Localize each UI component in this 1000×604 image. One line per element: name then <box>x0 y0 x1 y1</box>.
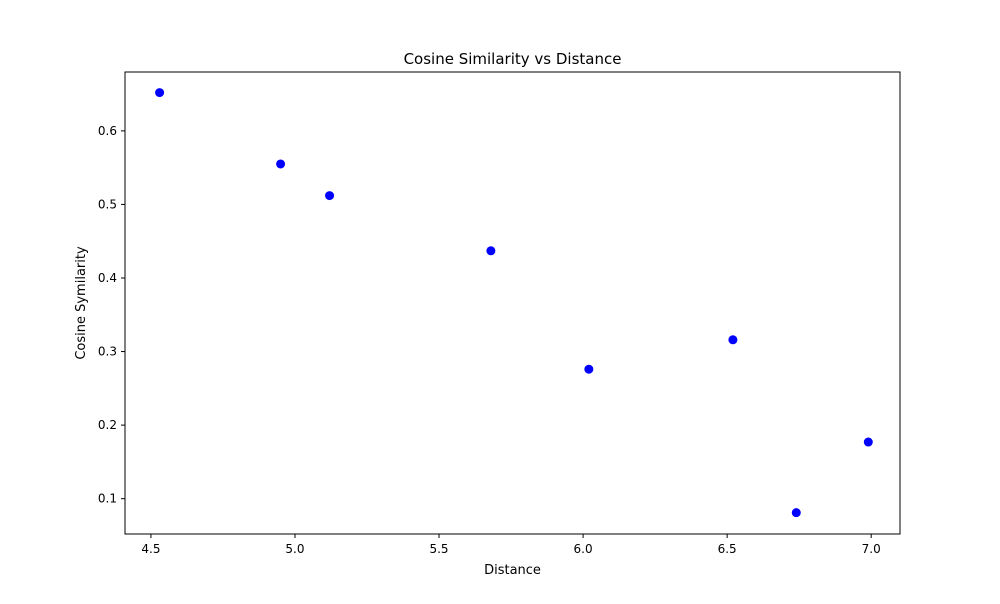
data-point <box>584 364 594 374</box>
data-point <box>486 246 496 256</box>
x-tick-label: 6.5 <box>718 542 737 556</box>
data-point <box>325 191 335 201</box>
x-tick-label: 7.0 <box>862 542 881 556</box>
y-axis-label: Cosine Symilarity <box>74 246 89 360</box>
x-tick-label: 6.0 <box>574 542 593 556</box>
y-tick-label: 0.4 <box>98 271 117 285</box>
y-axis: 0.1 0.2 0.3 0.4 0.5 0.6 <box>98 124 125 506</box>
y-tick-label: 0.5 <box>98 197 117 211</box>
chart-title: Cosine Similarity vs Distance <box>404 50 622 68</box>
data-point <box>276 159 286 169</box>
data-point <box>863 437 873 447</box>
x-axis-label: Distance <box>484 563 541 578</box>
x-tick-label: 5.5 <box>429 542 448 556</box>
y-tick-label: 0.2 <box>98 418 117 432</box>
y-tick-label: 0.3 <box>98 345 117 359</box>
plot-area <box>155 88 873 518</box>
y-tick-label: 0.1 <box>98 492 117 506</box>
data-point <box>791 508 801 518</box>
data-point <box>155 88 165 98</box>
x-tick-label: 4.5 <box>141 542 160 556</box>
data-point <box>728 335 738 345</box>
x-tick-label: 5.0 <box>285 542 304 556</box>
x-axis: 4.5 5.0 5.5 6.0 6.5 7.0 <box>141 534 881 556</box>
y-tick-label: 0.6 <box>98 124 117 138</box>
plot-frame <box>124 71 901 535</box>
